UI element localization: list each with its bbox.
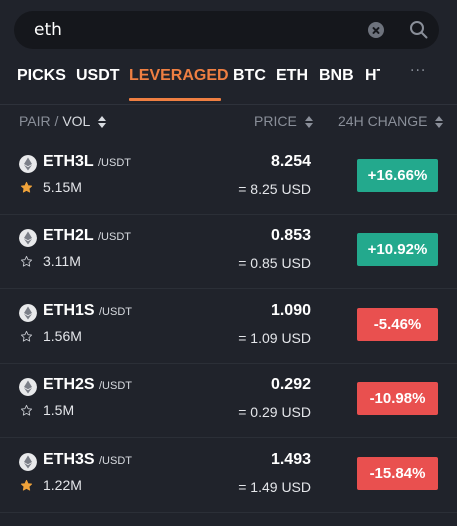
ethereum-icon [19, 378, 37, 396]
active-tab-indicator [129, 98, 221, 101]
pair-base-symbol: ETH2S [43, 376, 95, 393]
volume-value: 1.5M [43, 402, 75, 418]
search-icon[interactable] [408, 19, 430, 41]
change-badge[interactable]: -15.84% [357, 457, 438, 490]
column-header-change[interactable]: 24H CHANGE [338, 113, 444, 129]
favorite-star-icon[interactable] [20, 181, 33, 194]
search-input[interactable]: eth [34, 20, 62, 40]
tab-picks[interactable]: PICKS [17, 67, 66, 84]
change-badge[interactable]: -5.46% [357, 308, 438, 341]
tabs-divider [0, 104, 457, 105]
tab-usdt[interactable]: USDT [76, 67, 120, 84]
tab-ht[interactable]: HT [365, 67, 380, 84]
clear-search-icon[interactable] [368, 22, 384, 38]
column-header-price[interactable]: PRICE [254, 113, 313, 129]
price-usd-value: = 8.25 USD [238, 181, 311, 197]
ethereum-icon [19, 304, 37, 322]
price-value: 1.493 [270, 451, 311, 468]
pair-row[interactable]: ETH1S /USDT 1.56M 1.090 = 1.09 USD -5.46… [0, 290, 457, 364]
tab-leveraged[interactable]: LEVERAGED [129, 67, 229, 84]
row-divider [0, 512, 457, 513]
column-price-label: PRICE [254, 113, 297, 129]
pair-row[interactable]: ETH2S /USDT 1.5M 0.292 = 0.29 USD -10.98… [0, 364, 457, 438]
ethereum-icon [19, 155, 37, 173]
row-divider [0, 363, 457, 364]
favorite-star-icon[interactable] [20, 479, 33, 492]
price-value: 1.090 [270, 302, 311, 319]
price-value: 0.292 [270, 376, 311, 393]
pair-base-symbol: ETH3L [43, 153, 94, 170]
volume-value: 1.22M [43, 477, 82, 493]
ethereum-icon [19, 229, 37, 247]
pair-row[interactable]: ETH3S /USDT 1.22M 1.493 = 1.49 USD -15.8… [0, 439, 457, 513]
price-usd-value: = 0.85 USD [238, 255, 311, 271]
pair-row[interactable]: ETH2L /USDT 3.11M 0.853 = 0.85 USD +10.9… [0, 215, 457, 289]
price-value: 8.254 [270, 153, 311, 170]
pair-base-symbol: ETH3S [43, 451, 95, 468]
price-usd-value: = 1.49 USD [238, 479, 311, 495]
pair-quote-symbol: /USDT [98, 157, 131, 169]
pair-row[interactable]: ETH3L /USDT 5.15M 8.254 = 8.25 USD +16.6… [0, 141, 457, 215]
tab-eth[interactable]: ETH [276, 67, 308, 84]
tab-btc[interactable]: BTC [233, 67, 266, 84]
favorite-star-icon[interactable] [20, 330, 33, 343]
pair-quote-symbol: /USDT [99, 380, 132, 392]
price-usd-value: = 0.29 USD [238, 404, 311, 420]
tabs-scroll-area: PICKS USDT LEVERAGED BTC ETH BNB HT [0, 58, 380, 104]
pair-base-symbol: ETH1S [43, 302, 95, 319]
change-badge[interactable]: +16.66% [357, 159, 438, 192]
pair-quote-symbol: /USDT [99, 306, 132, 318]
sort-icon [97, 116, 106, 129]
change-badge[interactable]: -10.98% [357, 382, 438, 415]
row-divider [0, 288, 457, 289]
tab-bnb[interactable]: BNB [319, 67, 354, 84]
sort-icon [304, 116, 313, 129]
favorite-star-icon[interactable] [20, 404, 33, 417]
pair-base-symbol: ETH2L [43, 227, 94, 244]
favorite-star-icon[interactable] [20, 255, 33, 268]
row-divider [0, 214, 457, 215]
more-tabs-icon[interactable]: ··· [410, 63, 427, 79]
volume-value: 3.11M [43, 253, 81, 269]
sort-icon [435, 116, 444, 129]
column-header-pair-vol[interactable]: PAIR / VOL [19, 113, 106, 129]
column-separator: / [54, 113, 59, 129]
pair-quote-symbol: /USDT [99, 455, 132, 467]
volume-value: 5.15M [43, 179, 82, 195]
volume-value: 1.56M [43, 328, 82, 344]
column-change-label: 24H CHANGE [338, 113, 428, 129]
price-value: 0.853 [270, 227, 311, 244]
price-usd-value: = 1.09 USD [238, 330, 311, 346]
search-bar[interactable]: eth [14, 11, 439, 49]
column-pair-label: PAIR [19, 113, 51, 129]
market-tabs: PICKS USDT LEVERAGED BTC ETH BNB HT ··· [0, 58, 457, 104]
column-vol-label: VOL [62, 113, 90, 129]
pair-quote-symbol: /USDT [98, 231, 131, 243]
change-badge[interactable]: +10.92% [357, 233, 438, 266]
row-divider [0, 437, 457, 438]
ethereum-icon [19, 453, 37, 471]
